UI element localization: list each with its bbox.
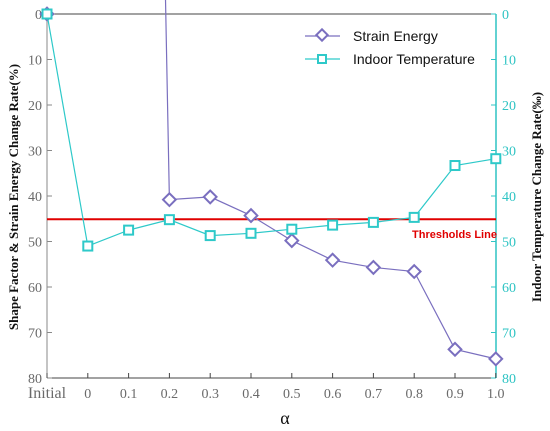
y-left-tick-label: 40 — [28, 190, 42, 205]
strain-energy-point — [324, 252, 341, 268]
x-tick-label: 0.2 — [161, 387, 179, 402]
indoor-temperature-point — [204, 230, 216, 242]
legend-temp-marker — [317, 54, 327, 64]
data-series — [39, 0, 504, 367]
legend-strain-label: Strain Energy — [353, 28, 438, 44]
y-right-tick-label: 0 — [502, 8, 509, 23]
y-left-tick-label: 70 — [28, 327, 42, 342]
y-left-tick-label: 10 — [28, 54, 42, 69]
threshold-label: Thresholds Line — [412, 229, 497, 241]
x-tick-label: 0.3 — [201, 387, 219, 402]
y-right-tick-label: 70 — [502, 327, 516, 342]
x-tick-label: 0 — [84, 387, 91, 402]
y-left-tick-label: 50 — [28, 236, 42, 251]
strain-energy-point — [161, 191, 178, 208]
series-indoor-temperature — [41, 8, 502, 252]
legend-strain-marker — [314, 27, 330, 43]
x-tick-label: 0.8 — [405, 387, 423, 402]
y-right-tick-label: 20 — [502, 99, 516, 114]
y-left-tick-label: 20 — [28, 99, 42, 114]
strain-energy-point — [488, 351, 504, 367]
indoor-temperature-point — [408, 211, 420, 223]
y-right-tick-label: 40 — [502, 190, 516, 205]
x-tick-label: 0.9 — [446, 387, 464, 402]
y-left-tick-label: 80 — [28, 372, 42, 387]
strain-energy-point — [365, 259, 382, 276]
x-tick-label: 0.7 — [365, 387, 383, 402]
y-right-tick-label: 50 — [502, 236, 516, 251]
y-left-tick-label: 60 — [28, 281, 42, 296]
legend: Strain Energy Indoor Temperature — [305, 27, 475, 67]
strain-energy-point — [202, 189, 218, 205]
x-axis-title: α — [280, 408, 290, 428]
indoor-temperature-point — [163, 214, 175, 226]
y-axis-left-title: Shape Factor & Strain Energy Change Rate… — [6, 64, 21, 330]
strain-energy-line — [164, 0, 496, 360]
x-tick-label: Initial — [28, 385, 67, 402]
plot-frame — [46, 13, 497, 379]
indoor-temperature-point — [41, 8, 53, 20]
indoor-temperature-point — [367, 216, 379, 228]
x-tick-label: 0.6 — [324, 387, 342, 402]
y-right-tick-label: 10 — [502, 54, 516, 69]
indoor-temperature-point — [123, 224, 135, 236]
y-left-tick-label: 30 — [28, 145, 42, 160]
y-right-tick-label: 30 — [502, 145, 516, 160]
y-right-tick-label: 60 — [502, 281, 516, 296]
strain-energy-point — [406, 263, 422, 280]
y-right-tick-label: 80 — [502, 372, 516, 387]
strain-energy-point — [447, 341, 463, 358]
indoor-temperature-point — [245, 227, 257, 239]
x-tick-label: 0.4 — [242, 387, 260, 402]
y-axis-right-title: Indoor Temperature Change Rate(‰) — [529, 92, 544, 302]
x-tick-label: 0.5 — [283, 387, 301, 402]
indoor-temperature-point — [490, 153, 502, 165]
x-tick-label: 0.1 — [120, 387, 138, 402]
indoor-temperature-point — [82, 240, 94, 252]
strain-energy-point — [284, 232, 300, 249]
legend-temp-label: Indoor Temperature — [353, 51, 475, 67]
x-tick-label: 1.0 — [487, 387, 505, 402]
y-left-tick-label: 0 — [35, 8, 42, 23]
indoor-temperature-line — [46, 13, 496, 247]
strain-energy-point — [243, 207, 259, 224]
indoor-temperature-point — [286, 223, 298, 235]
indoor-temperature-point — [327, 219, 339, 231]
indoor-temperature-point — [449, 160, 461, 172]
